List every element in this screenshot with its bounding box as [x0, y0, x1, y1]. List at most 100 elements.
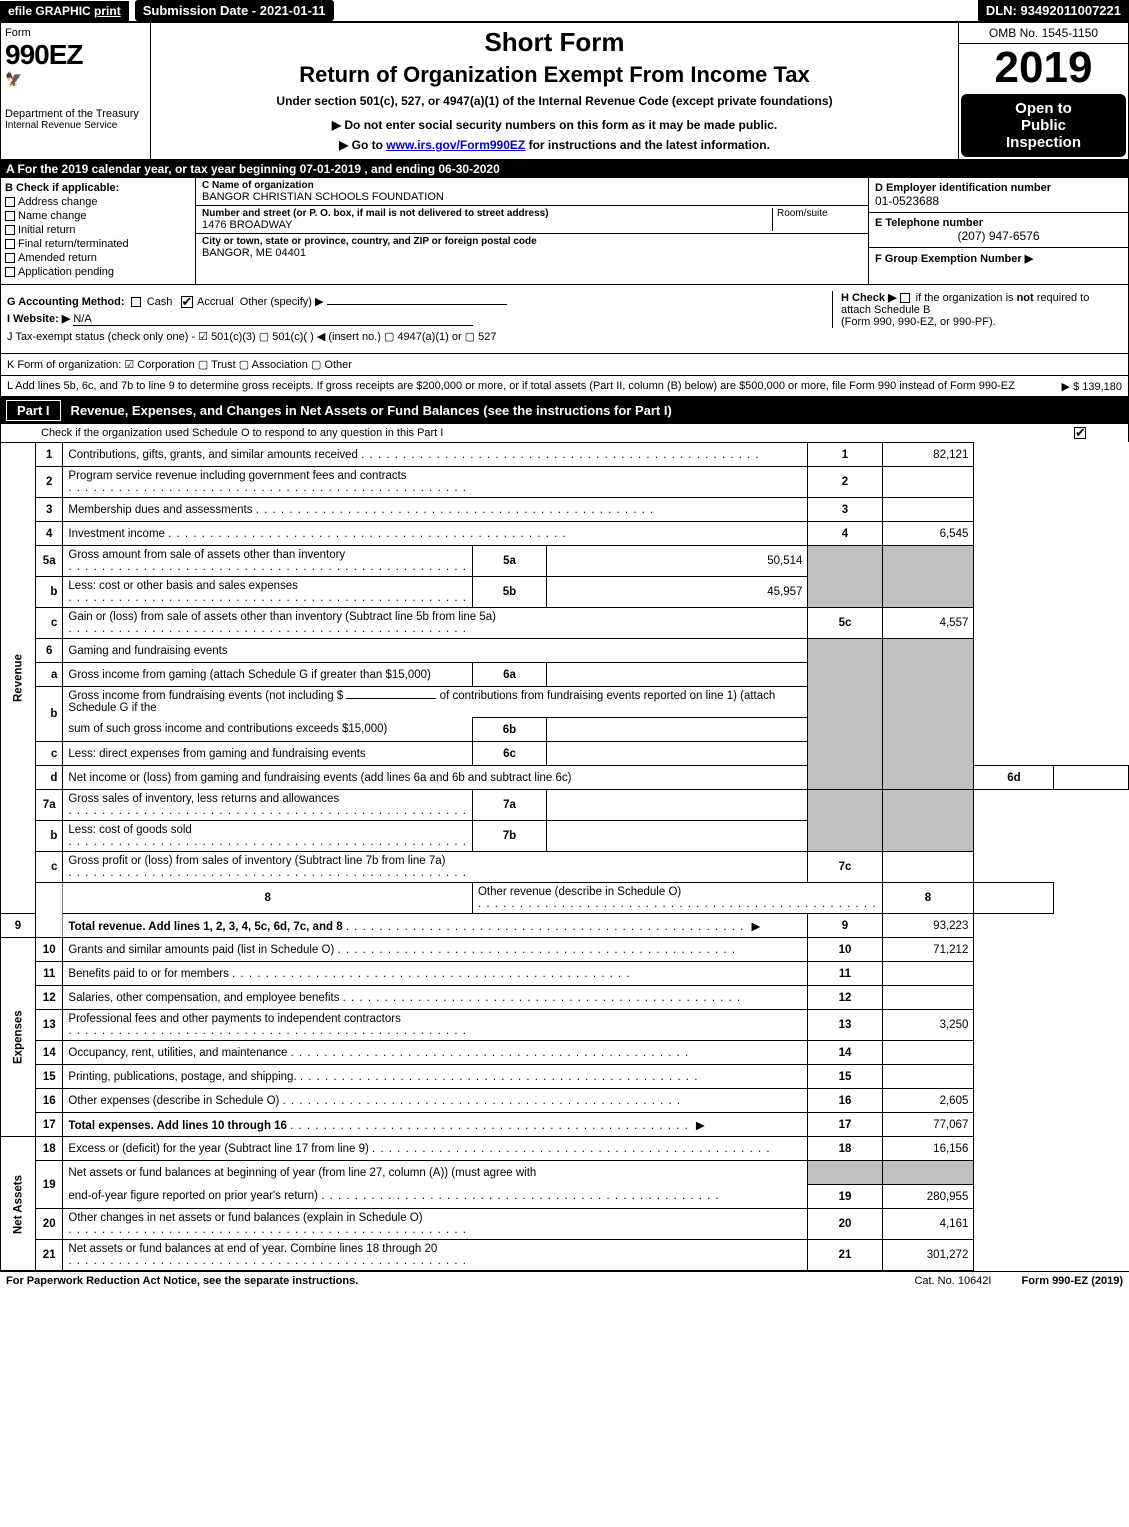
line-6b-inner-num: 6b: [472, 718, 546, 742]
line-6c-inner-num: 6c: [472, 742, 546, 766]
line-1-desc: Contributions, gifts, grants, and simila…: [63, 443, 808, 467]
line-5b-desc: Less: cost or other basis and sales expe…: [63, 577, 473, 608]
netassets-sidebar: Net Assets: [1, 1137, 36, 1271]
line-6b-num: b: [36, 687, 63, 742]
org-name-label: C Name of organization: [202, 180, 862, 191]
line-2-num: 2: [36, 467, 63, 498]
submission-date-button[interactable]: Submission Date - 2021-01-11: [135, 0, 334, 21]
line-19-grey-amt: [882, 1161, 974, 1185]
footer-cat-no: Cat. No. 10642I: [914, 1275, 991, 1287]
other-method-input[interactable]: [327, 304, 507, 305]
line-6a-desc: Gross income from gaming (attach Schedul…: [63, 663, 473, 687]
part-1-check-text: Check if the organization used Schedule …: [41, 427, 443, 439]
line-5ab-grey: [808, 546, 882, 608]
goto-instructions: ▶ Go to www.irs.gov/Form990EZ for instru…: [157, 138, 952, 152]
line-19-amount: 280,955: [882, 1185, 974, 1209]
section-f: F Group Exemption Number ▶: [869, 248, 1128, 269]
website-value: N/A: [73, 313, 473, 326]
section-e: E Telephone number (207) 947-6576: [869, 213, 1128, 248]
line-19-desc-2: end-of-year figure reported on prior yea…: [63, 1185, 808, 1209]
line-14-num: 14: [36, 1041, 63, 1065]
line-3-desc: Membership dues and assessments: [63, 498, 808, 522]
line-20-desc: Other changes in net assets or fund bala…: [63, 1209, 808, 1240]
checkbox-final-return[interactable]: Final return/terminated: [5, 238, 191, 250]
line-14-amount: [882, 1041, 974, 1065]
goto-suffix: for instructions and the latest informat…: [525, 138, 770, 152]
open-public-badge: Open to Public Inspection: [961, 94, 1126, 157]
h-label: H Check ▶: [841, 292, 897, 304]
line-21-lineno: 21: [808, 1240, 882, 1271]
line-6d-amount: [1054, 766, 1129, 790]
part-1-table: Revenue 1 Contributions, gifts, grants, …: [0, 442, 1129, 1271]
line-21-amount: 301,272: [882, 1240, 974, 1271]
section-b-label: B Check if applicable:: [5, 182, 191, 194]
line-13-amount: 3,250: [882, 1010, 974, 1041]
sections-def: D Employer identification number 01-0523…: [868, 178, 1128, 284]
line-20-lineno: 20: [808, 1209, 882, 1240]
line-6b-contrib-input[interactable]: [346, 698, 436, 699]
dept-irs: Internal Revenue Service: [5, 120, 146, 131]
part-1-label: Part I: [6, 400, 61, 421]
website-label: I Website: ▶: [7, 313, 70, 325]
line-5a-desc: Gross amount from sale of assets other t…: [63, 546, 473, 577]
print-link[interactable]: print: [94, 4, 121, 18]
line-16-desc: Other expenses (describe in Schedule O): [63, 1089, 808, 1113]
do-not-enter-warning: ▶ Do not enter social security numbers o…: [157, 118, 952, 132]
checkbox-accrual[interactable]: [181, 296, 193, 308]
line-12-amount: [882, 986, 974, 1010]
line-19-desc-1: Net assets or fund balances at beginning…: [63, 1161, 808, 1185]
tax-year: 2019: [959, 44, 1128, 92]
ein-value: 01-0523688: [875, 194, 1122, 208]
line-7b-num: b: [36, 821, 63, 852]
checkbox-address-change[interactable]: Address change: [5, 196, 191, 208]
open-line3: Inspection: [965, 134, 1122, 151]
line-16-amount: 2,605: [882, 1089, 974, 1113]
line-6-num: 6: [36, 639, 63, 663]
short-form-title: Short Form: [157, 27, 952, 58]
line-5b-num: b: [36, 577, 63, 608]
line-6d-lineno: 6d: [974, 766, 1054, 790]
footer-paperwork-notice: For Paperwork Reduction Act Notice, see …: [6, 1275, 358, 1287]
line-10-lineno: 10: [808, 938, 882, 962]
line-6-desc: Gaming and fundraising events: [63, 639, 808, 663]
goto-link[interactable]: www.irs.gov/Form990EZ: [386, 138, 525, 152]
top-bar: efile GRAPHIC print Submission Date - 20…: [0, 0, 1129, 22]
section-h: H Check ▶ if the organization is not req…: [832, 291, 1122, 328]
line-4-lineno: 4: [808, 522, 882, 546]
submission-date-label: Submission Date -: [143, 3, 260, 18]
line-12-num: 12: [36, 986, 63, 1010]
line-6d-num: d: [36, 766, 63, 790]
line-9-lineno: 9: [808, 914, 882, 938]
efile-graphic-print-button[interactable]: efile GRAPHIC print: [0, 1, 129, 21]
checkbox-initial-return[interactable]: Initial return: [5, 224, 191, 236]
line-7b-inner-val: [547, 821, 808, 852]
header-left: Form 990EZ 🦅 Department of the Treasury …: [1, 23, 151, 159]
section-k: K Form of organization: ☑ Corporation ▢ …: [0, 354, 1129, 376]
irs-eagle-icon: 🦅: [5, 71, 146, 88]
line-8-amount: [974, 883, 1054, 914]
revenue-sidebar-cont: [36, 883, 63, 938]
line-11-lineno: 11: [808, 962, 882, 986]
line-17-amount: 77,067: [882, 1113, 974, 1137]
checkbox-cash[interactable]: [131, 297, 141, 307]
line-10-amount: 71,212: [882, 938, 974, 962]
line-6abc-grey: [808, 639, 882, 790]
line-7ab-grey-amt: [882, 790, 974, 852]
checkbox-name-change[interactable]: Name change: [5, 210, 191, 222]
line-6b-desc-2: sum of such gross income and contributio…: [63, 718, 473, 742]
line-19-grey: [808, 1161, 882, 1185]
line-5c-num: c: [36, 608, 63, 639]
line-1-amount: 82,121: [882, 443, 974, 467]
line-17-num: 17: [36, 1113, 63, 1137]
line-7b-inner-num: 7b: [472, 821, 546, 852]
checkbox-schedule-b-not-required[interactable]: [900, 293, 910, 303]
checkbox-amended-return[interactable]: Amended return: [5, 252, 191, 264]
submission-date-value: 2021-01-11: [260, 3, 326, 18]
checkbox-application-pending[interactable]: Application pending: [5, 266, 191, 278]
checkbox-schedule-o-used[interactable]: [1074, 427, 1086, 439]
line-3-lineno: 3: [808, 498, 882, 522]
line-21-desc: Net assets or fund balances at end of ye…: [63, 1240, 808, 1271]
line-2-desc: Program service revenue including govern…: [63, 467, 808, 498]
org-name-value: BANGOR CHRISTIAN SCHOOLS FOUNDATION: [202, 191, 862, 203]
section-l-text: L Add lines 5b, 6c, and 7b to line 9 to …: [7, 380, 1015, 392]
